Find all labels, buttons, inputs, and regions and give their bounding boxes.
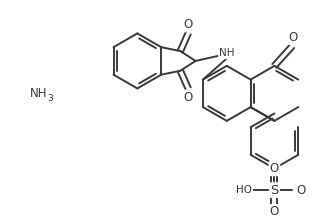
Text: O: O — [270, 162, 279, 175]
Text: O: O — [183, 18, 193, 31]
Text: S: S — [270, 184, 279, 197]
Text: O: O — [289, 31, 298, 44]
Text: O: O — [270, 205, 279, 218]
Text: NH: NH — [219, 48, 235, 58]
Text: O: O — [296, 184, 305, 197]
Text: O: O — [183, 91, 193, 104]
Text: 3: 3 — [47, 94, 53, 103]
Text: HO: HO — [236, 185, 252, 195]
Text: NH: NH — [30, 87, 48, 100]
